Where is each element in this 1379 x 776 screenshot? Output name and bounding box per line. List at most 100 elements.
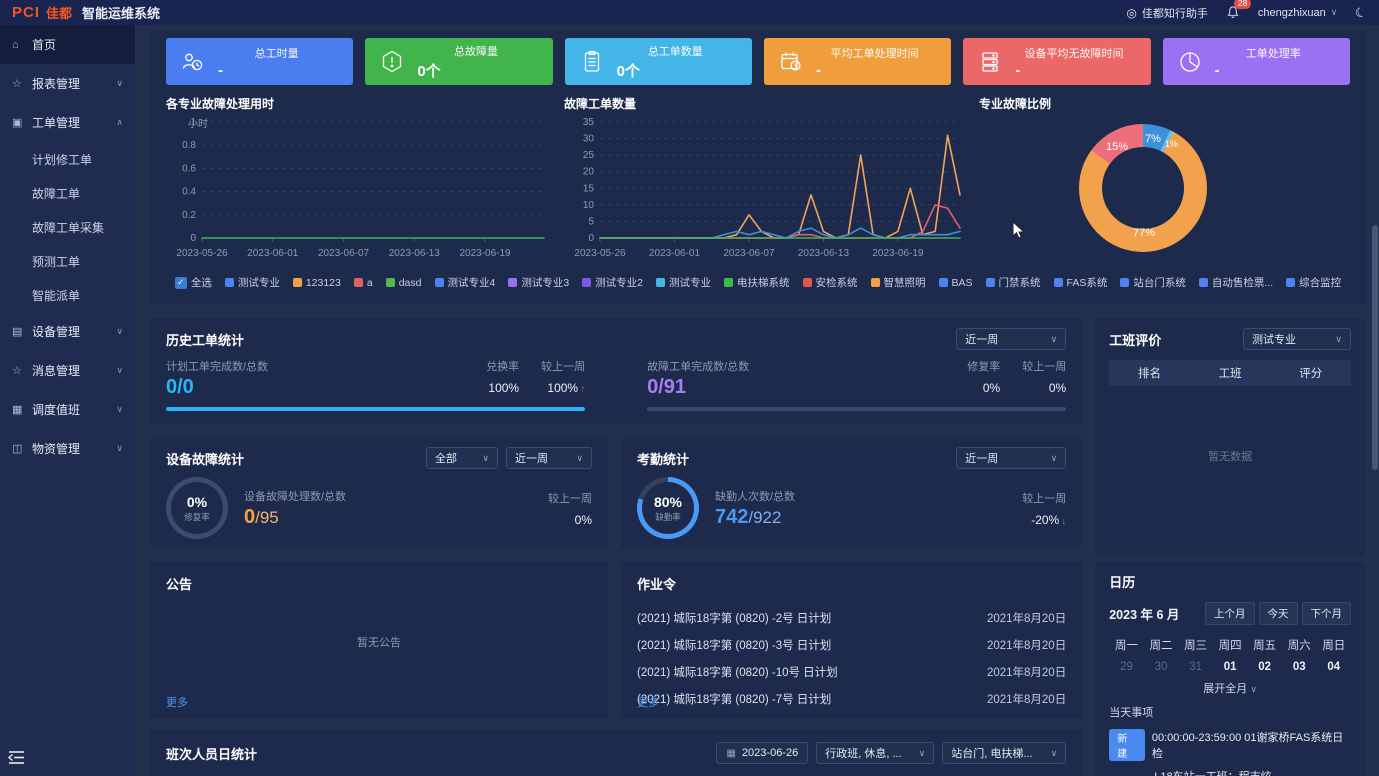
notice-more-link[interactable]: 更多 xyxy=(166,697,188,709)
chevron-down-icon: ∨ xyxy=(482,452,489,463)
legend-item[interactable]: 测试专业4 xyxy=(434,275,495,290)
svg-text:0.6: 0.6 xyxy=(182,163,196,174)
vertical-scrollbar[interactable] xyxy=(1372,225,1378,470)
schedule-icon: ▦ xyxy=(12,404,23,416)
svg-text:35: 35 xyxy=(583,117,595,128)
work-order-list: (2021) 城际18字第 (0820) -2号 日计划 2021年8月20日 … xyxy=(637,604,1066,712)
legend-item[interactable]: 综合监控 xyxy=(1286,275,1341,290)
legend-swatch xyxy=(802,278,812,287)
legend-item[interactable]: 测试专业2 xyxy=(582,275,643,290)
donut-chart[interactable]: 7% 1% 77% 15% xyxy=(1079,124,1207,252)
work-order-item[interactable]: (2021) 城际18字第 (0820) -10号 日计划 2021年8月20日 xyxy=(637,666,1067,679)
dark-mode-toggle[interactable]: ☾ xyxy=(1353,3,1369,21)
calendar-day[interactable]: 01 xyxy=(1223,661,1237,673)
calendar-day[interactable]: 04 xyxy=(1327,661,1341,673)
column-score[interactable]: 评分 xyxy=(1299,368,1323,380)
work-order-item[interactable]: (2021) 城际18字第 (0820) -2号 日计划 2021年8月20日 xyxy=(637,612,1067,625)
sidebar-item-duty-schedule[interactable]: ▦ 调度值班 ∨ xyxy=(12,403,123,417)
next-month-button[interactable]: 下个月 xyxy=(1301,602,1351,625)
legend-item[interactable]: FAS系统 xyxy=(1053,275,1107,290)
legend-select-all[interactable]: ✓ 全选 xyxy=(174,275,212,290)
sidebar-subitem-fault-orders[interactable]: 故障工单 xyxy=(32,186,81,201)
notifications-button[interactable]: 28 xyxy=(1226,0,1252,20)
wow-value: 0% xyxy=(574,512,592,527)
logo-text-secondary: 佳都 xyxy=(46,6,73,21)
legend-item[interactable]: 智慧照明 xyxy=(870,275,926,290)
shift-date-picker[interactable]: ▦ 2023-06-26 xyxy=(716,742,809,764)
device-fault-panel: 设备故障统计 全部 ∨ 近一周 ∨ xyxy=(150,437,608,548)
wow-value: -20% xyxy=(1031,512,1060,527)
device-scope-select[interactable]: 全部 ∨ xyxy=(426,447,498,469)
svg-text:2023-05-26: 2023-05-26 xyxy=(176,248,228,259)
stat-label: 设备故障处理数/总数 xyxy=(244,490,347,503)
empty-state: 暂无公告 xyxy=(357,637,401,649)
sidebar-item-materials[interactable]: ◫ 物资管理 ∨ xyxy=(12,442,123,456)
work-order-item[interactable]: (2021) 城际18字第 (0820) -3号 日计划 2021年8月20日 xyxy=(637,639,1067,652)
sidebar-subitem-fault-order-collect[interactable]: 故障工单采集 xyxy=(32,220,105,235)
sidebar-collapse-button[interactable] xyxy=(7,750,25,770)
calendar-days-row: 29 30 31 01 02 03 04 xyxy=(1109,661,1351,673)
attendance-period-select[interactable]: 近一周 ∨ xyxy=(956,447,1067,469)
user-menu[interactable]: chengzhixuan ∨ xyxy=(1258,7,1337,19)
legend-item[interactable]: 测试专业 xyxy=(656,275,711,290)
legend-item[interactable]: 站台门系统 xyxy=(1120,275,1186,290)
history-period-select[interactable]: 近一周 ∨ xyxy=(956,328,1067,350)
legend-item[interactable]: dasd xyxy=(385,277,422,289)
shift-system-select[interactable]: 站台门, 电扶梯... ∨ xyxy=(942,742,1067,764)
orders-more-link[interactable]: 更多 xyxy=(637,697,659,709)
sidebar-subitem-smart-dispatch[interactable]: 智能派单 xyxy=(32,288,81,303)
stat-card-mtbf[interactable]: 设备平均无故障时间 - xyxy=(963,38,1151,85)
rate-value: 0% xyxy=(982,381,1001,395)
calendar-event[interactable]: 新建 00:00:00-23:59:00 01谢家桥FAS系统日检 xyxy=(1109,729,1351,761)
prev-month-button[interactable]: 上个月 xyxy=(1205,602,1255,625)
sidebar-item-messages[interactable]: ☆ 消息管理 ∨ xyxy=(12,364,123,378)
stat-card-total-faults[interactable]: 总故障量 0个 xyxy=(365,38,553,85)
legend-item[interactable]: 安检系统 xyxy=(802,275,858,290)
stat-card-order-rate[interactable]: 工单处理率 - xyxy=(1162,38,1350,85)
calendar-day[interactable]: 03 xyxy=(1292,661,1306,673)
sidebar-subitem-forecast-orders[interactable]: 预测工单 xyxy=(32,254,81,269)
legend-item[interactable]: 123123 xyxy=(292,277,341,289)
device-period-select[interactable]: 近一周 ∨ xyxy=(506,447,592,469)
today-button[interactable]: 今天 xyxy=(1258,602,1298,625)
sidebar-subitem-planned-orders[interactable]: 计划修工单 xyxy=(32,152,93,167)
app-header: PCI 佳都 智能运维系统 ◎ 佳都知行助手 28 chengzhixuan ∨… xyxy=(0,0,1379,25)
material-icon: ◫ xyxy=(12,443,23,455)
calendar-day[interactable]: 02 xyxy=(1258,661,1272,673)
legend-item[interactable]: 电扶梯系统 xyxy=(724,275,790,290)
legend-item[interactable]: 自动售检票... xyxy=(1198,275,1273,290)
sidebar-item-reports[interactable]: ☆ 报表管理 ∨ xyxy=(12,77,123,91)
legend-item[interactable]: 门禁系统 xyxy=(985,275,1041,290)
stat-card-avg-process-time[interactable]: 平均工单处理时间 - xyxy=(763,38,952,85)
column-team[interactable]: 工班 xyxy=(1218,368,1242,380)
sidebar-item-workorders[interactable]: ▣ 工单管理 ∧ xyxy=(12,116,123,130)
column-rank[interactable]: 排名 xyxy=(1138,368,1162,380)
line-chart-fault-count[interactable]: 35 30 25 20 15 10 5 0 2023-05-26 2023-06-01 2023-0… xyxy=(564,112,972,264)
legend-swatch xyxy=(1120,278,1130,287)
work-order-item[interactable]: (2021) 城际18字第 (0820) -7号 日计划 2021年8月20日 xyxy=(637,693,1067,706)
calendar-day[interactable]: 31 xyxy=(1189,661,1202,673)
legend-item[interactable]: a xyxy=(353,277,373,289)
target-icon: ◎ xyxy=(1126,5,1137,20)
stat-card-total-hours[interactable]: 总工时量 - xyxy=(166,38,354,85)
legend-item[interactable]: BAS xyxy=(938,277,973,289)
calendar-day[interactable]: 29 xyxy=(1120,661,1133,673)
evaluation-filter-select[interactable]: 测试专业 ∨ xyxy=(1243,328,1351,350)
legend-swatch xyxy=(870,278,880,287)
stat-cards: 总工时量 - 总故障量 0个 xyxy=(166,38,1350,85)
stat-value: 742 xyxy=(715,505,749,528)
svg-text:2023-06-07: 2023-06-07 xyxy=(723,248,775,259)
legend-swatch xyxy=(1198,278,1208,287)
sidebar-item-devices[interactable]: ▤ 设备管理 ∨ xyxy=(12,325,123,339)
stat-card-total-orders[interactable]: 总工单数量 0个 xyxy=(564,38,752,85)
stat-label: 计划工单完成数/总数 xyxy=(166,361,269,373)
planned-orders-stat: 计划工单完成数/总数 0/0 兑换率 100% 较上一周 100% ↑ xyxy=(166,358,586,411)
sidebar-item-home[interactable]: ⌂ 首页 xyxy=(0,25,135,64)
line-chart-duration[interactable]: 1 0.8 0.6 0.4 0.2 0 2023-05-26 2023-06-01 2023-0… xyxy=(166,112,556,264)
legend-item[interactable]: 测试专业3 xyxy=(508,275,569,290)
shift-type-select[interactable]: 行政班, 休息, ... ∨ xyxy=(816,742,935,764)
assistant-button[interactable]: ◎ 佳都知行助手 xyxy=(1126,5,1207,21)
legend-item[interactable]: 测试专业 xyxy=(224,275,280,290)
calendar-day[interactable]: 30 xyxy=(1154,661,1168,673)
expand-month-link[interactable]: 展开全月 ∨ xyxy=(1203,683,1257,695)
